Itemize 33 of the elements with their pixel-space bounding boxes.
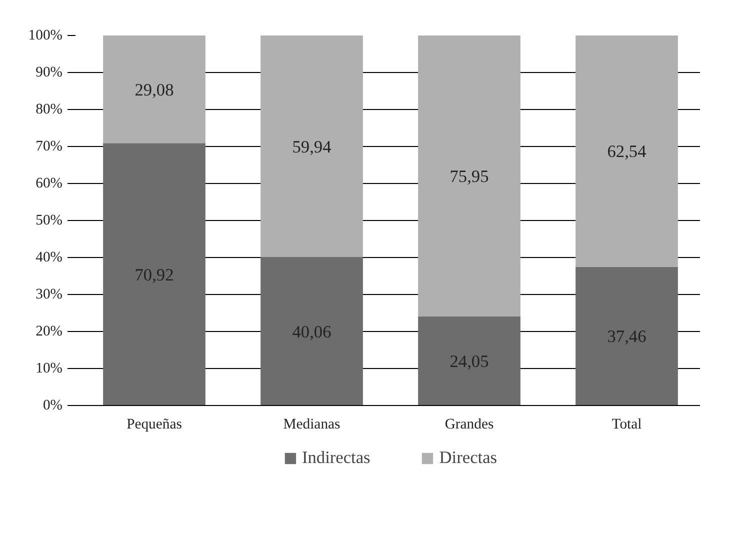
bar — [576, 266, 678, 406]
data-label: 29,08 — [134, 80, 174, 100]
x-tick-label: Total — [612, 416, 642, 432]
data-label: 40,06 — [292, 322, 332, 342]
bar — [103, 36, 206, 144]
y-tick-label: 40% — [36, 250, 63, 266]
y-tick-label: 10% — [36, 360, 63, 376]
y-tick-label: 30% — [36, 286, 63, 302]
legend-label: Indirectas — [302, 448, 370, 468]
x-tick-label: Grandes — [444, 416, 494, 432]
bar — [260, 257, 363, 406]
bar — [576, 36, 678, 267]
y-tick-label: 0% — [42, 398, 63, 414]
data-label: 62,54 — [607, 142, 647, 162]
y-tick-label: 90% — [36, 64, 63, 80]
legend-label: Directas — [439, 448, 498, 468]
data-label: 70,92 — [134, 265, 174, 284]
bar — [260, 36, 363, 258]
data-label: 59,94 — [292, 137, 332, 156]
x-tick-label: Medianas — [283, 416, 341, 432]
data-label: 24,05 — [450, 352, 489, 372]
y-tick-label: 50% — [36, 212, 63, 228]
y-tick-label: 70% — [36, 138, 63, 154]
data-label: 37,46 — [607, 327, 647, 346]
y-tick-label: 80% — [36, 102, 63, 118]
bar — [103, 143, 206, 406]
bar — [418, 316, 520, 406]
bar — [418, 36, 520, 317]
x-tick-label: Pequeñas — [126, 416, 182, 432]
y-tick-label: 100% — [28, 28, 63, 44]
y-tick-label: 20% — [36, 324, 63, 340]
data-label: 75,95 — [450, 167, 489, 186]
y-tick-label: 60% — [36, 176, 63, 192]
